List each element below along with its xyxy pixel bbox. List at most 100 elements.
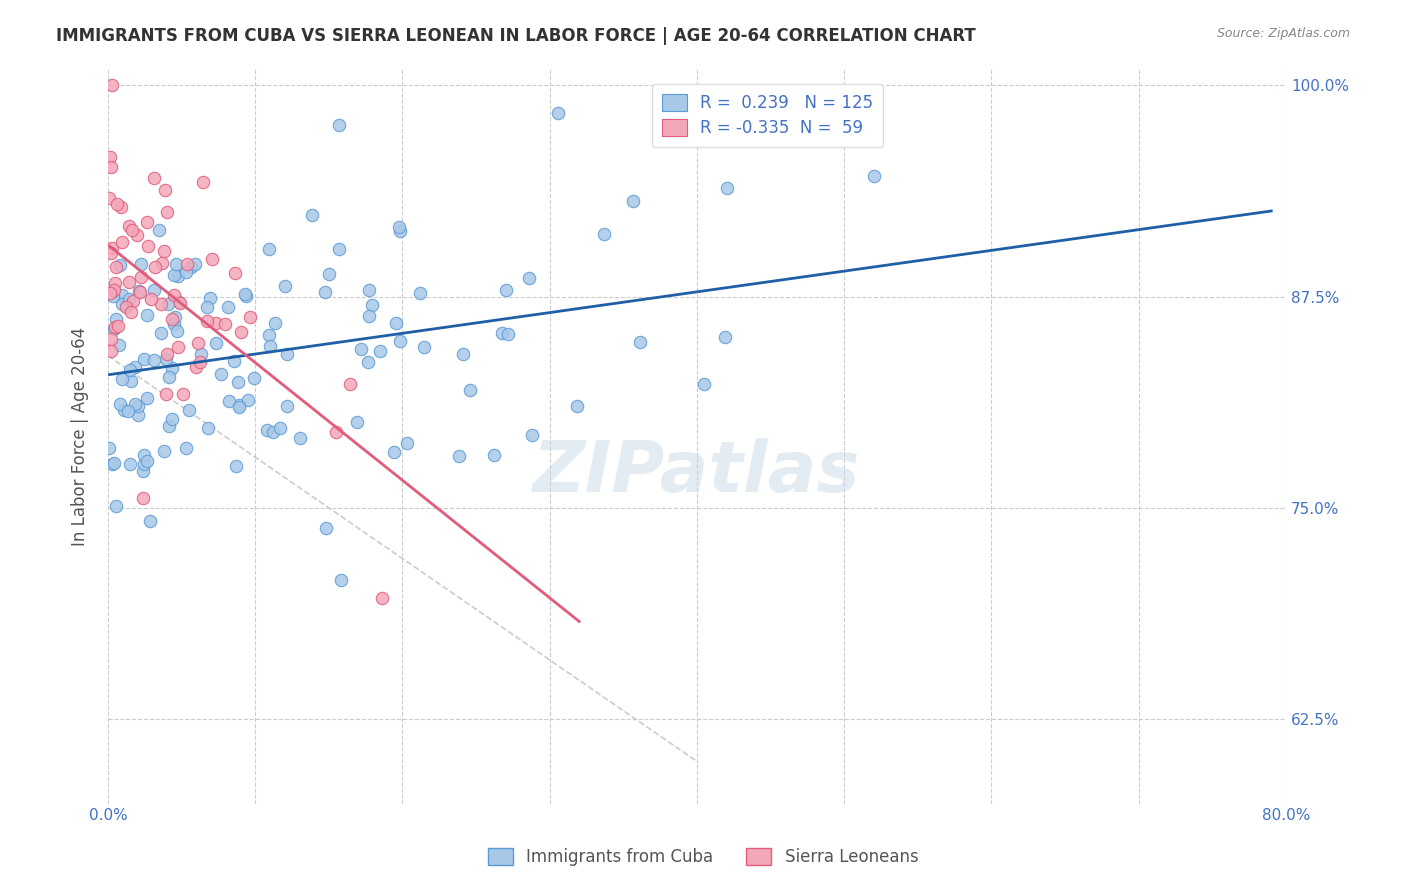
Point — [132, 448, 155, 462]
Point — [628, 335, 651, 350]
Point — [716, 181, 738, 195]
Point — [195, 314, 218, 328]
Point — [256, 424, 278, 438]
Point — [166, 339, 188, 353]
Point — [692, 376, 714, 391]
Point — [134, 351, 156, 366]
Point — [174, 265, 197, 279]
Point — [166, 324, 188, 338]
Point — [388, 334, 411, 349]
Legend: Immigrants from Cuba, Sierra Leoneans: Immigrants from Cuba, Sierra Leoneans — [479, 840, 927, 875]
Point — [592, 227, 614, 241]
Point — [132, 458, 155, 472]
Point — [188, 355, 211, 369]
Point — [118, 219, 141, 234]
Point — [177, 403, 200, 417]
Point — [328, 242, 350, 256]
Point — [262, 425, 284, 439]
Point — [359, 283, 381, 297]
Point — [98, 149, 121, 163]
Point — [153, 444, 176, 458]
Point — [357, 355, 380, 369]
Point — [139, 514, 162, 528]
Point — [110, 200, 132, 214]
Point — [149, 326, 172, 340]
Text: IMMIGRANTS FROM CUBA VS SIERRA LEONEAN IN LABOR FORCE | AGE 20-64 CORRELATION CH: IMMIGRANTS FROM CUBA VS SIERRA LEONEAN I… — [56, 27, 976, 45]
Point — [195, 300, 218, 314]
Point — [103, 283, 125, 297]
Point — [222, 354, 245, 368]
Point — [200, 291, 222, 305]
Point — [357, 309, 380, 323]
Point — [623, 194, 645, 208]
Point — [127, 399, 149, 413]
Point — [449, 449, 471, 463]
Point — [368, 344, 391, 359]
Point — [453, 347, 475, 361]
Point — [217, 300, 239, 314]
Point — [242, 371, 264, 385]
Point — [160, 311, 183, 326]
Point — [157, 370, 180, 384]
Point — [495, 283, 517, 297]
Point — [328, 118, 350, 132]
Point — [176, 442, 198, 456]
Point — [225, 458, 247, 473]
Point — [104, 320, 127, 334]
Point — [209, 367, 232, 381]
Point — [229, 325, 252, 339]
Point — [136, 308, 159, 322]
Point — [371, 591, 394, 606]
Point — [100, 344, 122, 359]
Point — [491, 326, 513, 340]
Point — [517, 271, 540, 285]
Point — [127, 408, 149, 422]
Point — [233, 287, 256, 301]
Point — [288, 431, 311, 445]
Point — [314, 285, 336, 300]
Point — [190, 347, 212, 361]
Point — [235, 289, 257, 303]
Point — [169, 296, 191, 310]
Point — [124, 396, 146, 410]
Point — [166, 268, 188, 283]
Point — [128, 284, 150, 298]
Point — [714, 330, 737, 344]
Point — [228, 398, 250, 412]
Point — [129, 257, 152, 271]
Point — [108, 397, 131, 411]
Point — [163, 310, 186, 324]
Point — [388, 224, 411, 238]
Point — [104, 260, 127, 274]
Point — [111, 287, 134, 301]
Point — [184, 360, 207, 375]
Point — [143, 260, 166, 275]
Point — [496, 326, 519, 341]
Point — [112, 403, 135, 417]
Point — [218, 393, 240, 408]
Point — [155, 386, 177, 401]
Point — [520, 427, 543, 442]
Point — [412, 339, 434, 353]
Y-axis label: In Labor Force | Age 20-64: In Labor Force | Age 20-64 — [72, 326, 89, 546]
Point — [98, 442, 121, 456]
Point — [276, 399, 298, 413]
Point — [103, 456, 125, 470]
Point — [350, 343, 373, 357]
Point — [160, 361, 183, 376]
Point — [125, 227, 148, 242]
Point — [862, 169, 884, 183]
Point — [382, 444, 405, 458]
Point — [98, 190, 121, 204]
Point — [259, 339, 281, 353]
Point — [120, 375, 142, 389]
Point — [409, 286, 432, 301]
Point — [117, 404, 139, 418]
Point — [110, 297, 132, 311]
Point — [118, 275, 141, 289]
Point — [135, 214, 157, 228]
Point — [339, 376, 361, 391]
Point — [274, 279, 297, 293]
Point — [132, 464, 155, 478]
Point — [186, 336, 208, 351]
